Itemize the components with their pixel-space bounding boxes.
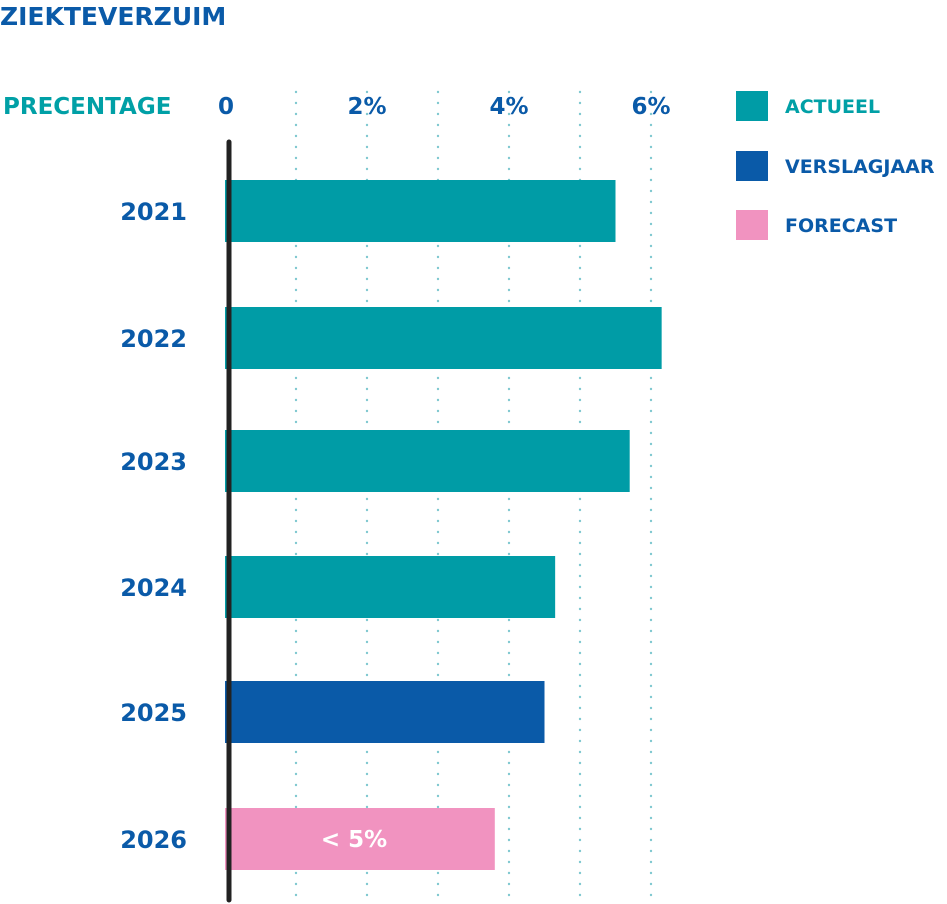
category-label: 2023 bbox=[120, 448, 187, 476]
tick-label: 6% bbox=[631, 94, 670, 120]
category-label: 2025 bbox=[120, 699, 187, 727]
tick-label: 4% bbox=[489, 94, 528, 120]
legend-label-forecast: FORECAST bbox=[785, 215, 897, 237]
category-labels: 2021 2022 2023 2024 2025 2026 bbox=[120, 198, 187, 854]
tick-label: 0 bbox=[218, 94, 234, 120]
legend-label-actueel: ACTUEEL bbox=[785, 96, 880, 118]
bar-2022 bbox=[225, 307, 662, 369]
bar-2025 bbox=[225, 681, 545, 743]
bar-label: < 5% bbox=[321, 827, 387, 853]
bars: < 5% bbox=[225, 180, 662, 870]
tick-label: 2% bbox=[347, 94, 386, 120]
category-label: 2021 bbox=[120, 198, 187, 226]
bar-2021 bbox=[225, 180, 616, 242]
legend-label-verslagjaar: VERSLAGJAAR bbox=[785, 156, 935, 178]
bar-2023 bbox=[225, 430, 630, 492]
legend-swatch-forecast bbox=[736, 210, 768, 240]
chart-title: ZIEKTEVERZUIM bbox=[0, 2, 226, 31]
category-label: 2026 bbox=[120, 826, 187, 854]
category-label: 2022 bbox=[120, 325, 187, 353]
value-axis-label: PRECENTAGE bbox=[3, 94, 171, 120]
legend-swatch-verslagjaar bbox=[736, 151, 768, 181]
bar-2026 bbox=[225, 808, 495, 870]
legend: ACTUEEL VERSLAGJAAR FORECAST bbox=[736, 91, 935, 240]
bar-2024 bbox=[225, 556, 556, 618]
legend-swatch-actueel bbox=[736, 91, 768, 121]
x-axis-ticks: 0 2% 4% 6% bbox=[218, 94, 671, 120]
category-label: 2024 bbox=[120, 574, 187, 602]
